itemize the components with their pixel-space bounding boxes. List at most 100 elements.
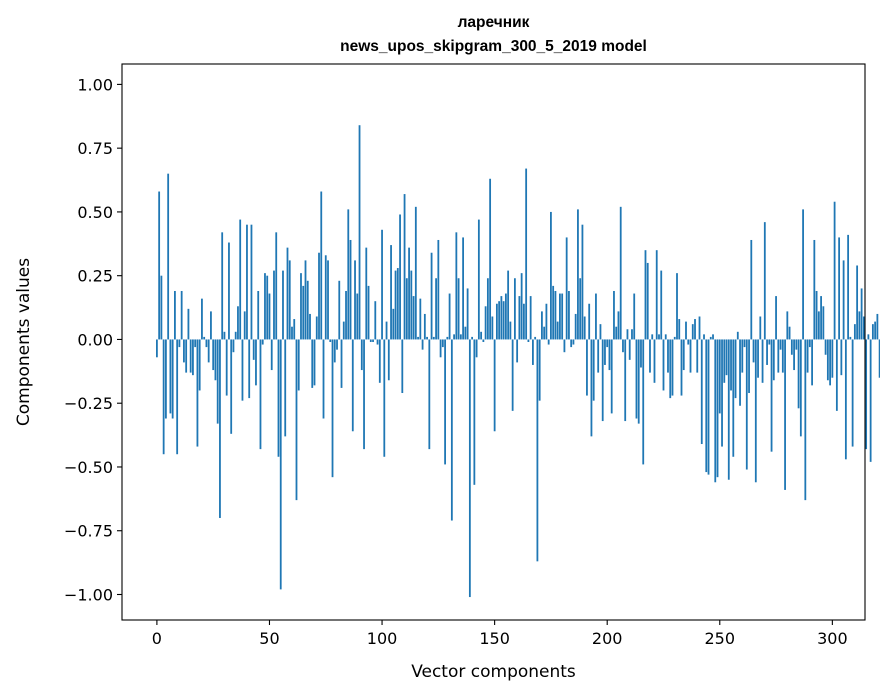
bar — [216, 339, 219, 424]
bar — [266, 275, 269, 340]
bar — [340, 339, 343, 388]
bar — [302, 285, 305, 340]
bar — [624, 339, 627, 422]
bar — [698, 316, 701, 340]
bar — [835, 339, 838, 411]
bar — [815, 290, 818, 340]
bar — [622, 339, 624, 353]
bar — [518, 296, 521, 340]
bar — [257, 290, 260, 340]
y-tick-label: 0.50 — [77, 203, 113, 222]
bar — [390, 245, 392, 340]
bar — [734, 339, 737, 399]
bar — [646, 262, 649, 340]
bar — [691, 324, 694, 340]
x-tick-label: 200 — [592, 629, 623, 648]
bar — [457, 278, 460, 340]
bar — [291, 326, 293, 340]
bar — [502, 301, 505, 340]
bar — [586, 339, 588, 396]
bar — [874, 321, 877, 340]
bar — [529, 296, 532, 340]
bar — [360, 339, 363, 371]
bar — [207, 339, 210, 363]
bar — [831, 339, 834, 378]
bar — [802, 209, 804, 340]
bar — [507, 270, 510, 340]
bar — [766, 339, 768, 365]
bar — [804, 339, 807, 501]
bar — [739, 339, 741, 406]
bar — [649, 339, 651, 373]
bar — [561, 293, 564, 340]
bar — [338, 280, 341, 340]
bar — [230, 339, 233, 434]
bar — [459, 334, 462, 340]
bar — [559, 293, 561, 340]
bar — [824, 339, 827, 355]
bar — [468, 339, 471, 598]
bar — [446, 336, 449, 340]
bar — [664, 334, 667, 340]
bar — [671, 339, 674, 396]
bar — [779, 339, 782, 350]
bar — [730, 339, 732, 391]
bar — [678, 319, 681, 340]
bar — [615, 326, 618, 340]
plot-frame — [121, 63, 866, 621]
bar — [784, 339, 786, 490]
bar — [532, 339, 534, 365]
bar — [165, 339, 167, 419]
bar — [860, 288, 863, 340]
bar — [732, 339, 735, 457]
bar — [741, 339, 744, 373]
bar — [752, 339, 755, 363]
bar — [423, 313, 426, 340]
bar — [599, 324, 602, 340]
bar — [637, 339, 640, 424]
bar — [480, 331, 483, 340]
bar — [372, 339, 374, 342]
bar — [871, 324, 874, 340]
bar — [441, 339, 444, 348]
chart-title: ларечник — [458, 14, 530, 31]
bar — [817, 311, 820, 340]
bar — [579, 278, 582, 340]
bar — [237, 306, 239, 340]
bar — [347, 209, 350, 340]
bar — [563, 339, 566, 353]
y-tick-label: 0.00 — [77, 330, 113, 349]
y-tick-label: 1.00 — [77, 75, 113, 94]
bar — [572, 339, 575, 345]
bar — [345, 290, 347, 340]
bar — [736, 331, 739, 340]
bar — [849, 336, 852, 340]
bar — [604, 339, 606, 365]
x-tick-label: 250 — [705, 629, 736, 648]
bar — [689, 339, 692, 373]
bar — [613, 290, 615, 340]
bar — [354, 260, 356, 340]
bar — [214, 339, 217, 381]
bar — [194, 339, 197, 348]
bar — [426, 336, 428, 340]
bar — [851, 339, 854, 447]
bar — [320, 191, 323, 340]
bar — [820, 296, 822, 340]
bar — [635, 339, 638, 419]
bar — [198, 339, 201, 391]
bar — [268, 293, 271, 340]
bar — [264, 273, 266, 340]
bar — [651, 334, 654, 340]
bar — [158, 191, 161, 340]
bar — [574, 313, 577, 340]
bar — [833, 201, 836, 340]
bar — [640, 339, 642, 368]
bar — [196, 339, 199, 447]
bar — [667, 339, 669, 373]
bar — [694, 319, 696, 340]
bar — [808, 339, 811, 348]
x-tick-label: 300 — [817, 629, 848, 648]
bar — [304, 260, 307, 340]
bar — [813, 239, 816, 340]
